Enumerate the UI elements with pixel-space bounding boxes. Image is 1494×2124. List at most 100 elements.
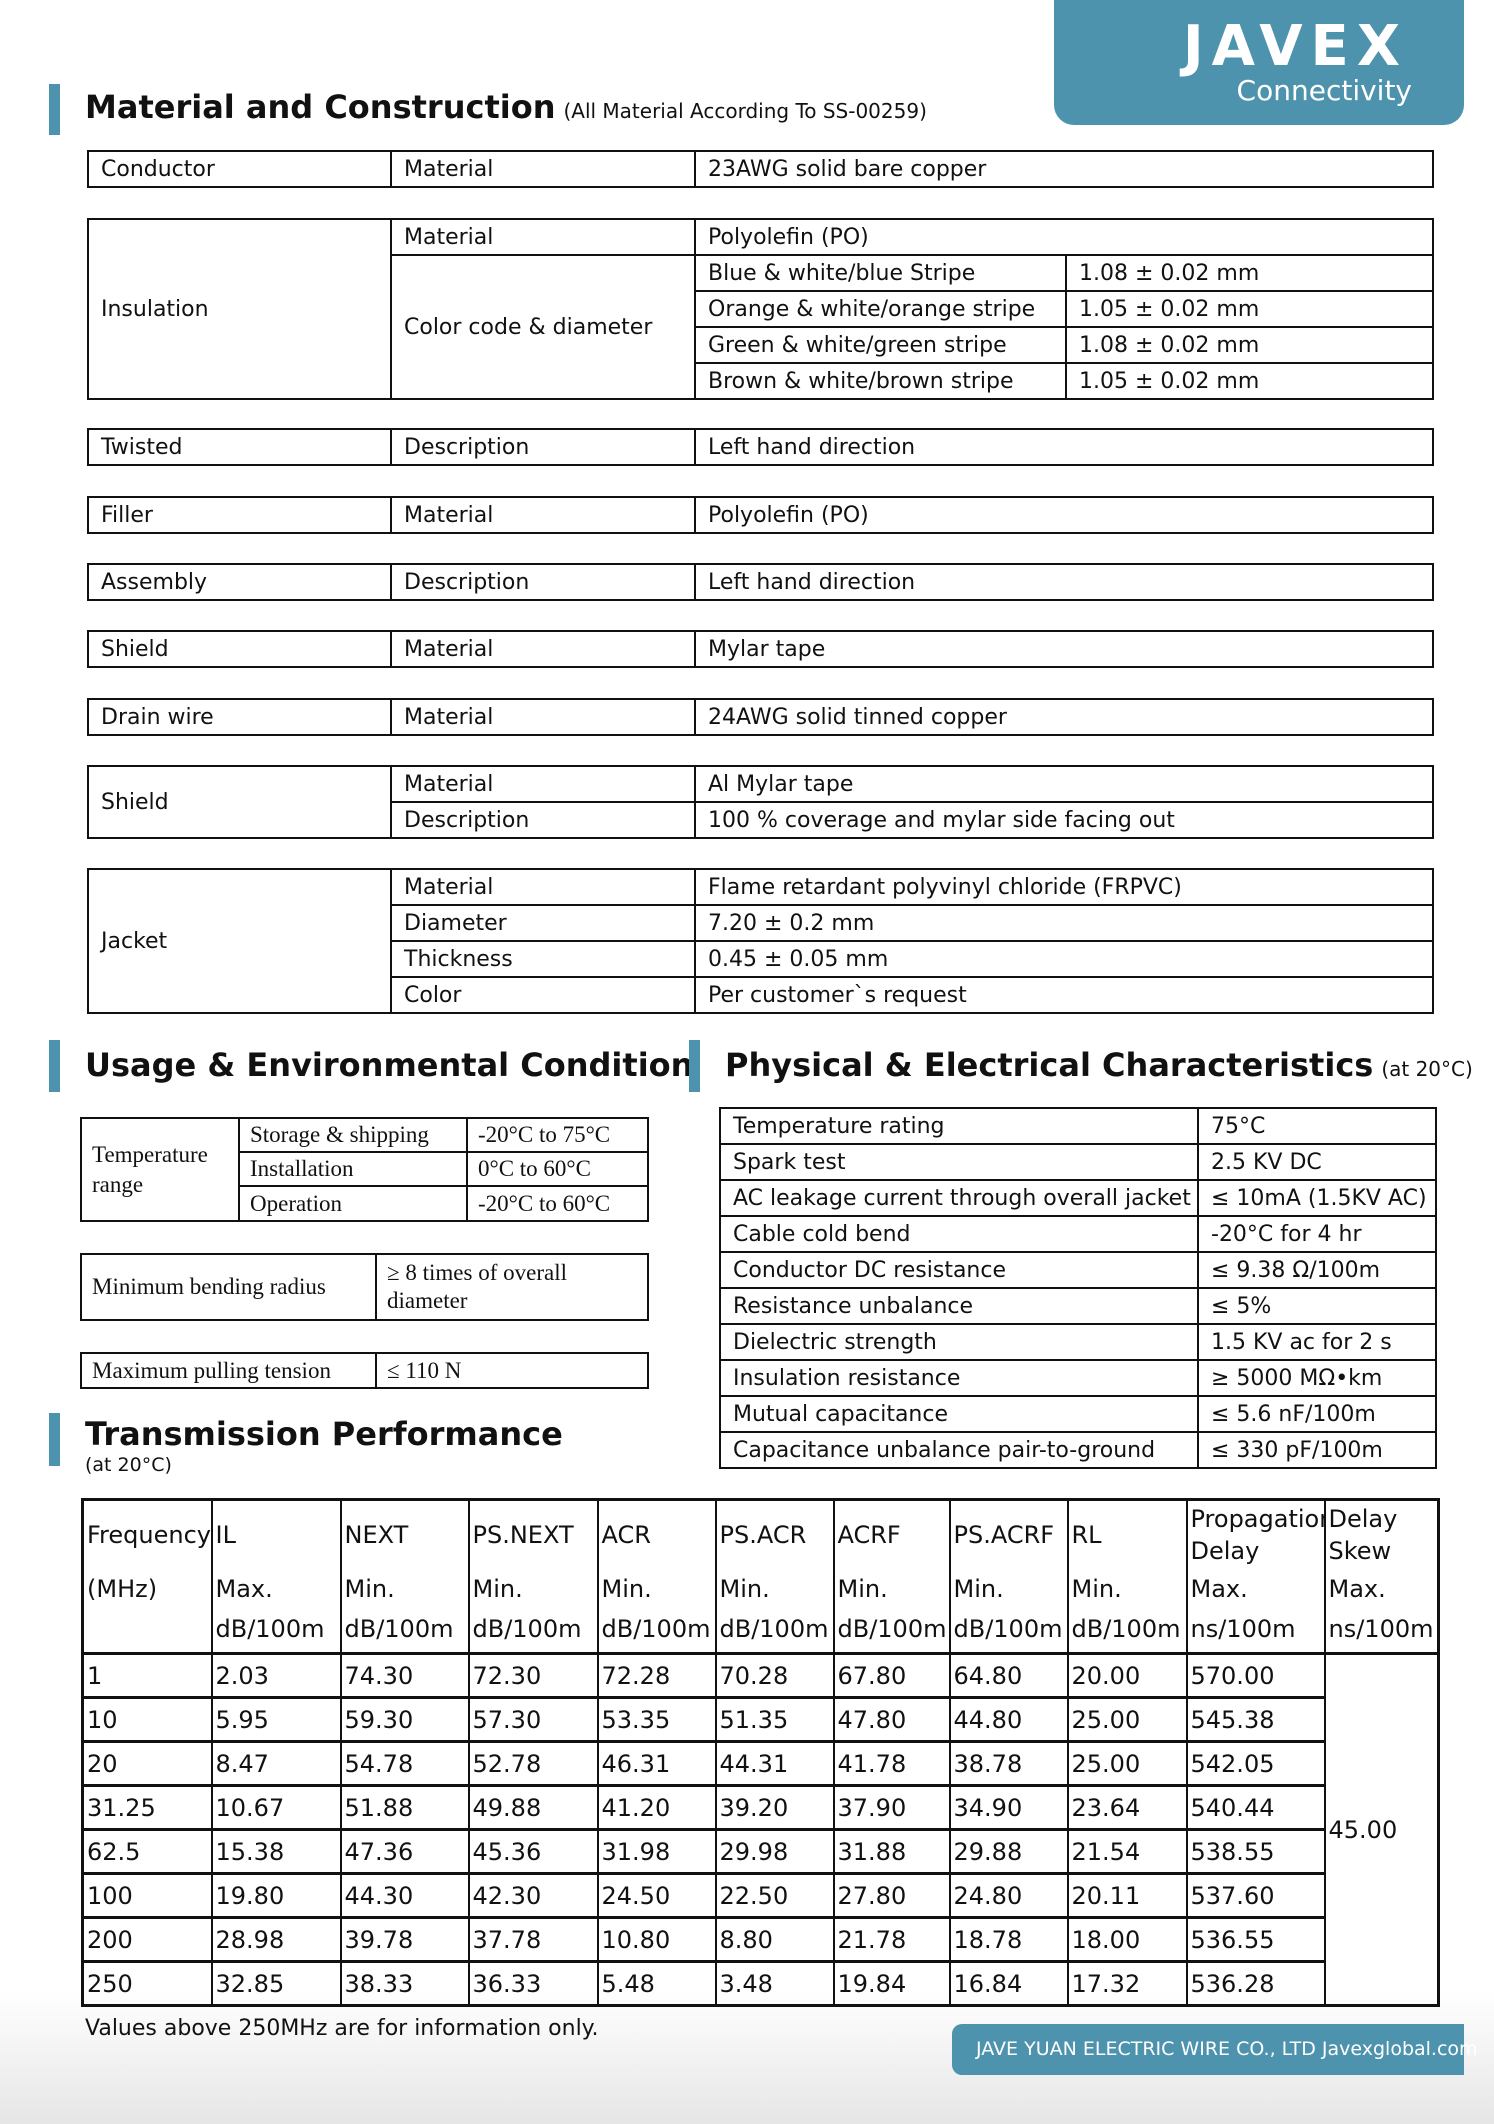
cell: 31.88 <box>832 1828 951 1875</box>
table-row: Capacitance unbalance pair-to-ground ≤ 33… <box>719 1431 1437 1469</box>
cell: 22.50 <box>714 1872 835 1919</box>
cell: Insulation resistance <box>719 1359 1199 1397</box>
cell: 2.5 KV DC <box>1197 1143 1437 1181</box>
cell: 21.78 <box>832 1916 951 1963</box>
cell: Storage & shipping <box>238 1117 468 1153</box>
cell: -20°C to 75°C <box>466 1117 649 1153</box>
cell: Material <box>390 150 696 188</box>
table-row: 200 28.98 39.78 37.78 10.80 8.80 21.78 18.78 18.… <box>81 1916 1439 1963</box>
unit-line: dB/100m <box>837 1614 947 1643</box>
cell: 62.5 <box>81 1828 213 1875</box>
cell: Capacitance unbalance pair-to-ground <box>719 1431 1199 1469</box>
cell: 44.31 <box>714 1740 835 1787</box>
column-header: NEXT <box>339 1498 470 1569</box>
cell: ≤ 9.38 Ω/100m <box>1197 1251 1437 1289</box>
cell: 5.48 <box>596 1960 717 2007</box>
table-row: 1 2.03 74.30 72.30 72.28 70.28 67.80 64.80 20.00… <box>81 1652 1440 2007</box>
cell: ≥ 8 times of overall diameter <box>375 1253 649 1321</box>
material-table: Twisted Description Left hand direction <box>87 428 1434 466</box>
table-row: Spark test 2.5 KV DC <box>719 1143 1437 1181</box>
cell: 100 <box>81 1872 213 1919</box>
cell: 100 % coverage and mylar side facing out <box>694 801 1434 839</box>
bending-table: Minimum bending radius ≥ 8 times of overa… <box>80 1253 649 1321</box>
material-table: Shield Material Al Mylar tape Description 10… <box>87 765 1434 839</box>
cell: 29.88 <box>948 1828 1069 1875</box>
unit-line: Min. <box>953 1574 1004 1603</box>
cell: 59.30 <box>339 1696 470 1743</box>
table-row: Dielectric strength 1.5 KV ac for 2 s <box>719 1323 1437 1361</box>
cell: Filler <box>87 496 392 534</box>
cell: 1.08 ± 0.02 mm <box>1065 254 1434 292</box>
table-row: Conductor DC resistance ≤ 9.38 Ω/100m <box>719 1251 1437 1289</box>
unit-line: dB/100m <box>601 1614 711 1643</box>
table-row: Mutual capacitance ≤ 5.6 nF/100m <box>719 1395 1437 1433</box>
cell: 39.20 <box>714 1784 835 1831</box>
cell: 53.35 <box>596 1696 717 1743</box>
cell: 29.98 <box>714 1828 835 1875</box>
cell: 24.80 <box>948 1872 1069 1919</box>
cell: Insulation <box>87 218 392 400</box>
units-row: (MHz) Max. dB/100m Min. dB/100m Min. dB/100m Mi… <box>81 1568 1440 1655</box>
cell: Installation <box>238 1151 468 1187</box>
table-row: 100 19.80 44.30 42.30 24.50 22.50 27.80 24.80 20… <box>81 1872 1439 1919</box>
cell: 2.03 <box>210 1652 342 1699</box>
cell: Color <box>390 976 696 1014</box>
material-table: Shield Material Mylar tape <box>87 630 1434 668</box>
unit-line: dB/100m <box>1071 1614 1181 1643</box>
cell: 250 <box>81 1960 213 2007</box>
cell: Blue & white/blue Stripe <box>694 254 1067 292</box>
cell: 24AWG solid tinned copper <box>694 698 1434 736</box>
cell: Brown & white/brown stripe <box>694 362 1067 400</box>
material-table: Conductor Material 23AWG solid bare copper <box>87 150 1434 188</box>
section-bar <box>49 1413 60 1466</box>
pulling-table: Maximum pulling tension ≤ 110 N <box>80 1352 649 1389</box>
table-row: 10 5.95 59.30 57.30 53.35 51.35 47.80 44.80 25.0… <box>81 1696 1439 1743</box>
table-row: Insulation resistance ≥ 5000 MΩ•km <box>719 1359 1437 1397</box>
cell: 38.78 <box>948 1740 1069 1787</box>
unit-cell: Min. dB/100m <box>714 1568 835 1655</box>
unit-cell: Max. ns/100m <box>1185 1568 1326 1655</box>
cell: 540.44 <box>1185 1784 1326 1831</box>
cell: 536.28 <box>1185 1960 1326 2007</box>
unit-line: Min. <box>837 1574 888 1603</box>
cell: Maximum pulling tension <box>80 1352 377 1389</box>
unit-line: Min. <box>1071 1574 1122 1603</box>
cell: AC leakage current through overall jacke… <box>719 1179 1199 1217</box>
cell: 1.5 KV ac for 2 s <box>1197 1323 1437 1361</box>
material-table: Assembly Description Left hand direction <box>87 563 1434 601</box>
cell: 1.05 ± 0.02 mm <box>1065 362 1434 400</box>
cell: 10.80 <box>596 1916 717 1963</box>
cell: 41.78 <box>832 1740 951 1787</box>
cell: 42.30 <box>467 1872 599 1919</box>
cell: Flame retardant polyvinyl chloride (FRPV… <box>694 868 1434 906</box>
cell: 25.00 <box>1066 1740 1188 1787</box>
cell: 52.78 <box>467 1740 599 1787</box>
cell: 23.64 <box>1066 1784 1188 1831</box>
unit-line: Min. <box>344 1574 395 1603</box>
cell: 10 <box>81 1696 213 1743</box>
unit-line: dB/100m <box>472 1614 582 1643</box>
cell: 15.38 <box>210 1828 342 1875</box>
cell: 20 <box>81 1740 213 1787</box>
cell: 1 <box>81 1652 213 1699</box>
unit-cell: Min. dB/100m <box>339 1568 470 1655</box>
cell: Description <box>390 428 696 466</box>
unit-line: (MHz) <box>87 1574 158 1603</box>
cell: 536.55 <box>1185 1916 1326 1963</box>
unit-line: dB/100m <box>344 1614 454 1643</box>
cell: 51.88 <box>339 1784 470 1831</box>
cell: 5.95 <box>210 1696 342 1743</box>
cell: 8.47 <box>210 1740 342 1787</box>
title-text: Material and Construction <box>85 88 556 126</box>
cell: Thickness <box>390 940 696 978</box>
cell: Per customer`s request <box>694 976 1434 1014</box>
footnote: Values above 250MHz are for information … <box>85 2016 599 2041</box>
cell: 31.25 <box>81 1784 213 1831</box>
cell: 23AWG solid bare copper <box>694 150 1434 188</box>
table-row: 31.25 10.67 51.88 49.88 41.20 39.20 37.90 34.90… <box>81 1784 1439 1831</box>
cell: 10.67 <box>210 1784 342 1831</box>
cell: 38.33 <box>339 1960 470 2007</box>
cell: 39.78 <box>339 1916 470 1963</box>
column-header: Propagation Delay <box>1185 1498 1326 1569</box>
cell: 47.36 <box>339 1828 470 1875</box>
